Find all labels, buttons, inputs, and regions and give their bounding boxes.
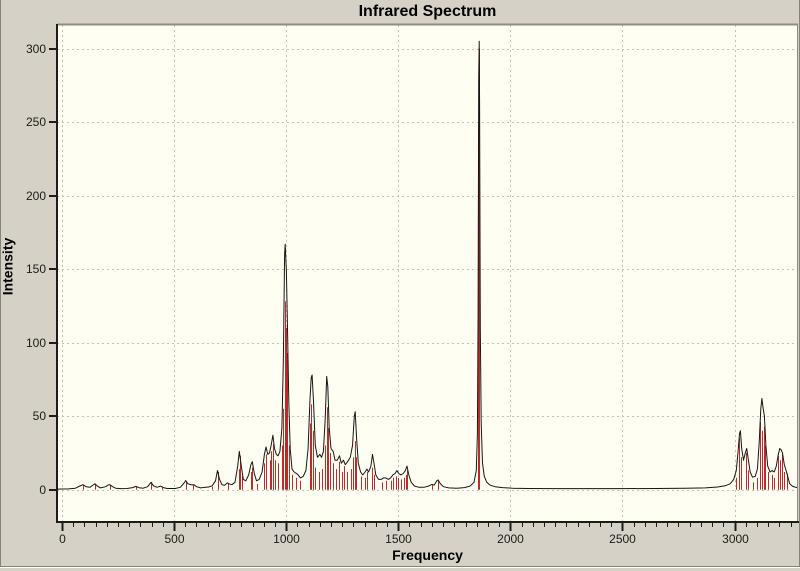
y-tick-label: 150 (26, 262, 46, 276)
x-tick-label: 2000 (497, 532, 524, 546)
y-tick-label: 250 (26, 115, 46, 129)
x-tick-label: 500 (164, 532, 184, 546)
x-tick-label: 1500 (385, 532, 412, 546)
x-tick-label: 3000 (722, 532, 749, 546)
y-tick-label: 100 (26, 336, 46, 350)
y-tick-label: 300 (26, 42, 46, 56)
plot-background (57, 25, 798, 522)
y-tick-label: 200 (26, 189, 46, 203)
x-tick-label: 2500 (609, 532, 636, 546)
x-tick-label: 0 (59, 532, 66, 546)
chart-title: Infrared Spectrum (358, 3, 497, 20)
y-tick-label: 50 (33, 409, 47, 423)
x-axis-title: Frequency (392, 547, 463, 563)
envelope-curve (56, 40, 798, 490)
y-tick-label: 0 (39, 483, 46, 497)
x-tick-label: 1000 (273, 532, 300, 546)
